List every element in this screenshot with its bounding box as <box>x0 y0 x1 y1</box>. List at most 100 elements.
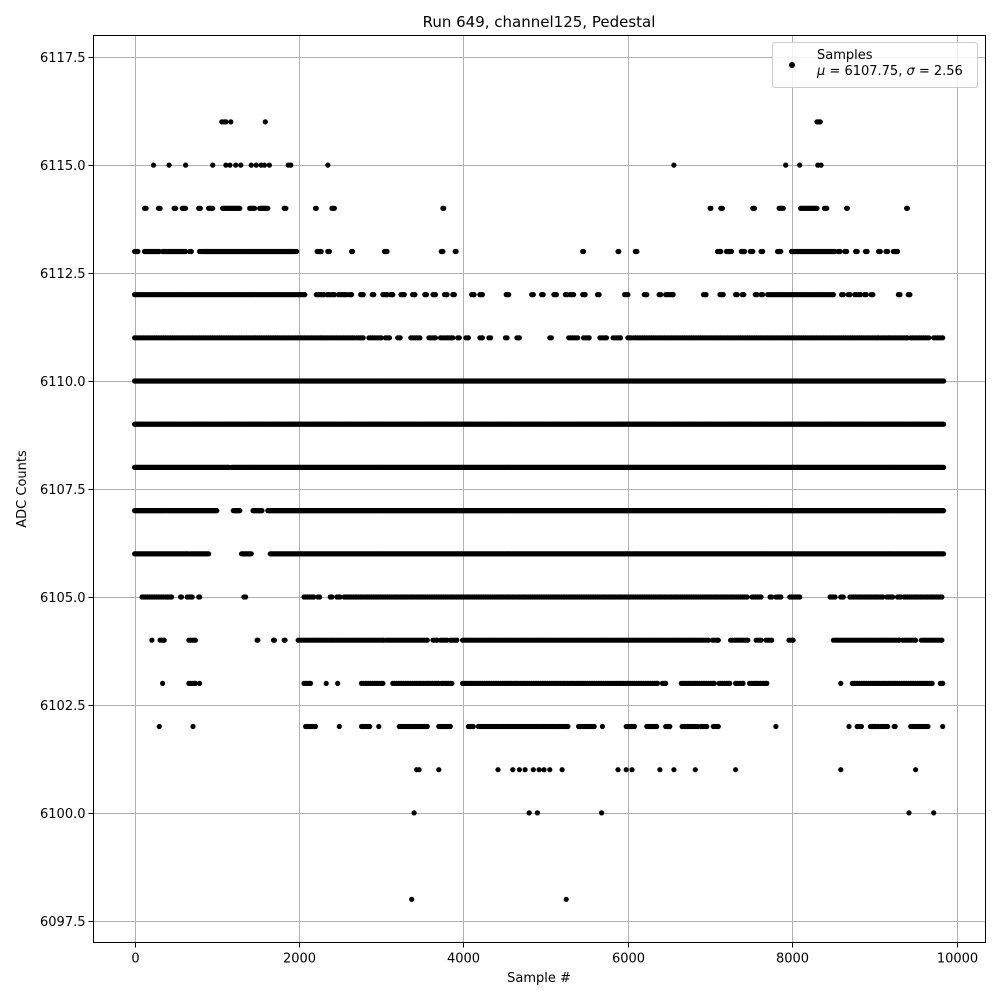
data-point <box>495 767 501 773</box>
data-point <box>654 680 661 687</box>
data-point <box>243 594 249 600</box>
data-point <box>929 680 935 687</box>
data-point <box>412 292 418 298</box>
data-point <box>424 723 430 730</box>
data-point <box>797 594 803 600</box>
data-point <box>625 292 631 298</box>
data-point <box>692 767 698 773</box>
data-point <box>156 723 162 730</box>
data-point <box>838 680 844 687</box>
data-point <box>885 723 891 730</box>
data-point <box>760 292 766 298</box>
data-point <box>670 292 676 298</box>
data-point <box>479 292 485 298</box>
data-point <box>436 767 442 773</box>
data-point <box>778 594 784 600</box>
data-point <box>847 292 853 298</box>
data-point <box>870 292 876 298</box>
data-point <box>447 723 453 730</box>
data-point <box>223 119 229 125</box>
data-point <box>210 162 216 168</box>
data-point <box>540 292 546 298</box>
data-point <box>522 767 528 773</box>
data-point <box>880 594 886 600</box>
data-point <box>307 680 314 687</box>
data-point <box>863 292 869 298</box>
data-point <box>325 162 331 168</box>
data-point <box>629 767 635 773</box>
data-point <box>371 292 377 298</box>
data-point <box>536 767 542 773</box>
data-point <box>745 637 751 643</box>
data-point <box>454 637 460 643</box>
data-point <box>409 896 415 902</box>
data-point <box>255 637 261 643</box>
data-point <box>547 767 553 773</box>
data-point <box>931 810 937 816</box>
data-point <box>329 594 335 600</box>
data-point <box>654 723 660 730</box>
data-point <box>456 335 462 341</box>
data-point <box>183 162 189 168</box>
data-point <box>906 810 912 816</box>
data-point <box>336 723 342 730</box>
data-point <box>764 680 770 687</box>
data-point <box>233 162 239 168</box>
data-point <box>857 292 864 298</box>
data-point <box>858 723 865 730</box>
data-point <box>740 680 746 687</box>
data-point <box>237 508 243 514</box>
data-point <box>248 551 254 557</box>
data-point <box>530 767 536 773</box>
data-point <box>846 723 852 730</box>
data-point <box>769 594 775 600</box>
data-point <box>711 680 717 687</box>
data-point <box>360 335 366 341</box>
data-point <box>331 292 337 298</box>
data-point <box>559 767 565 773</box>
data-point <box>830 292 837 298</box>
data-point <box>423 292 430 298</box>
data-point <box>378 335 384 341</box>
data-point <box>939 637 945 643</box>
data-point <box>367 723 373 730</box>
data-point <box>907 292 913 298</box>
data-point <box>197 594 203 600</box>
data-point <box>586 335 592 341</box>
data-point <box>192 637 198 643</box>
data-point <box>169 594 175 600</box>
data-point <box>715 637 721 643</box>
data-point <box>397 335 403 341</box>
data-point <box>644 292 650 298</box>
data-point <box>288 162 294 168</box>
data-point <box>450 335 456 341</box>
data-point <box>667 723 673 730</box>
data-point <box>715 723 721 730</box>
data-point <box>582 292 588 298</box>
data-point <box>223 162 229 168</box>
data-point <box>178 594 185 600</box>
data-point <box>227 162 233 168</box>
data-point <box>744 594 750 600</box>
data-point <box>758 594 764 600</box>
data-point <box>516 335 523 341</box>
data-point <box>190 723 196 730</box>
data-point <box>548 335 555 341</box>
data-point <box>189 594 195 600</box>
data-point <box>259 508 265 514</box>
data-point <box>192 680 198 687</box>
data-point <box>623 767 629 773</box>
data-point <box>741 292 747 298</box>
data-point <box>479 335 485 341</box>
data-point <box>941 464 947 470</box>
data-point <box>534 810 541 816</box>
data-point <box>526 810 532 816</box>
data-point <box>386 335 393 341</box>
data-point <box>337 594 343 600</box>
data-point <box>266 162 272 168</box>
data-point <box>734 292 740 298</box>
data-point <box>510 767 516 773</box>
data-point <box>603 335 610 341</box>
data-point <box>238 162 244 168</box>
data-point <box>591 723 597 730</box>
